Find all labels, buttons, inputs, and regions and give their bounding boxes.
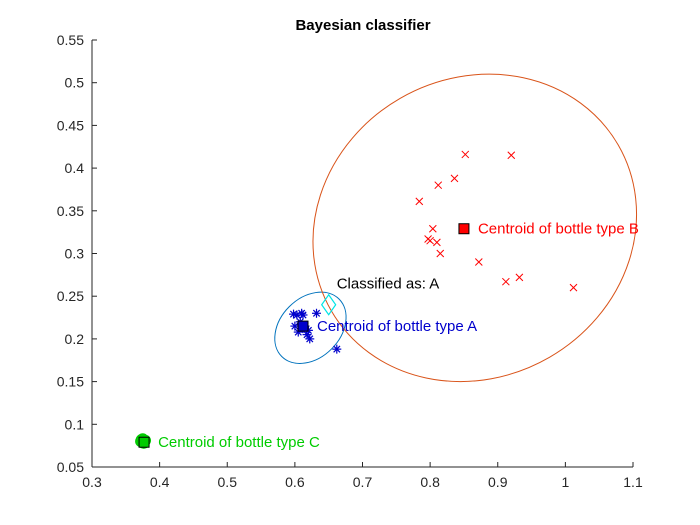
centroids: Centroid of bottle type A Centroid of bot… bbox=[138, 221, 639, 451]
y-tick-label: 0.05 bbox=[57, 459, 84, 475]
centroid-marker bbox=[458, 223, 470, 235]
chart-title: Bayesian classifier bbox=[295, 17, 430, 34]
classification-label: Classified as: A bbox=[337, 276, 440, 293]
data-point-asterisk-stroke bbox=[333, 345, 341, 353]
y-tick-label: 0.25 bbox=[57, 288, 84, 304]
centroid-marker bbox=[297, 320, 309, 332]
y-tick-label: 0.55 bbox=[57, 32, 84, 48]
data-point-x-stroke bbox=[474, 258, 483, 266]
data-point-x bbox=[515, 273, 524, 282]
y-tick-label: 0.45 bbox=[57, 117, 84, 133]
x-tick-label: 1 bbox=[561, 474, 569, 490]
data-point-x-stroke bbox=[515, 273, 524, 282]
axes: 0.3 0.4 0.5 0.6 0.7 0.8 0.9 1 1.1 0.05 0.1 0.15 0.2 0… bbox=[57, 32, 643, 490]
data-point-x bbox=[436, 249, 445, 258]
data-point-asterisk bbox=[298, 310, 308, 320]
data-point-asterisk bbox=[305, 334, 315, 344]
data-point-asterisk-stroke bbox=[312, 309, 321, 317]
query-diamond-marker bbox=[320, 293, 337, 316]
x-tick-label: 1.1 bbox=[623, 474, 643, 490]
data-point-asterisk bbox=[312, 308, 322, 318]
y-tick-label: 0.5 bbox=[65, 75, 85, 91]
y-tick-label: 0.4 bbox=[65, 160, 85, 176]
data-points bbox=[135, 150, 578, 449]
x-tick-label: 0.7 bbox=[353, 474, 373, 490]
y-tick-label: 0.15 bbox=[57, 374, 84, 390]
data-point-asterisk bbox=[332, 344, 342, 354]
y-tick-label: 0.1 bbox=[65, 416, 85, 432]
data-point-x bbox=[426, 236, 434, 245]
x-tick-label: 0.3 bbox=[82, 474, 102, 490]
data-point-x-stroke bbox=[569, 283, 578, 292]
data-point-x bbox=[450, 174, 459, 183]
data-point-x-stroke bbox=[502, 277, 510, 286]
x-tick-label: 0.4 bbox=[150, 474, 170, 490]
data-point-x bbox=[461, 150, 470, 159]
data-point-x bbox=[433, 238, 441, 247]
data-point-asterisk-stroke bbox=[303, 331, 311, 339]
centroid-label: Centroid of bottle type C bbox=[158, 434, 320, 451]
centroid-marker bbox=[138, 436, 150, 448]
covariance-ellipse bbox=[274, 291, 347, 364]
centroid-label: Centroid of bottle type A bbox=[317, 318, 477, 335]
data-point-x bbox=[507, 151, 516, 160]
data-point-asterisk-stroke bbox=[291, 322, 299, 330]
centroid-label: Centroid of bottle type B bbox=[478, 221, 639, 238]
x-tick-label: 0.6 bbox=[285, 474, 305, 490]
data-point-x-stroke bbox=[415, 197, 424, 206]
data-point-x-stroke bbox=[436, 249, 445, 258]
data-point-x bbox=[415, 197, 424, 206]
data-point-x-stroke bbox=[461, 150, 470, 159]
x-tick-label: 0.8 bbox=[420, 474, 440, 490]
y-tick-label: 0.3 bbox=[65, 246, 85, 262]
data-point-x-stroke bbox=[426, 236, 434, 245]
data-point-asterisk-stroke bbox=[306, 335, 314, 343]
data-point-x-stroke bbox=[450, 174, 459, 183]
data-point-x-stroke bbox=[434, 181, 443, 190]
data-point-x bbox=[428, 224, 437, 233]
data-point-x bbox=[474, 258, 483, 266]
data-point-x bbox=[569, 283, 578, 292]
x-tick-label: 0.5 bbox=[218, 474, 238, 490]
data-point-x-stroke bbox=[428, 224, 437, 233]
data-point-asterisk-stroke bbox=[299, 311, 307, 319]
x-tick-label: 0.9 bbox=[488, 474, 508, 490]
data-point-x bbox=[434, 181, 443, 190]
y-tick-label: 0.35 bbox=[57, 203, 84, 219]
data-point-asterisk-stroke bbox=[289, 310, 298, 318]
y-tick-label: 0.2 bbox=[65, 331, 85, 347]
data-point-x-stroke bbox=[507, 151, 516, 160]
data-point-x-stroke bbox=[433, 238, 441, 247]
query-point: Classified as: A bbox=[320, 276, 440, 316]
data-point-x bbox=[502, 277, 510, 286]
